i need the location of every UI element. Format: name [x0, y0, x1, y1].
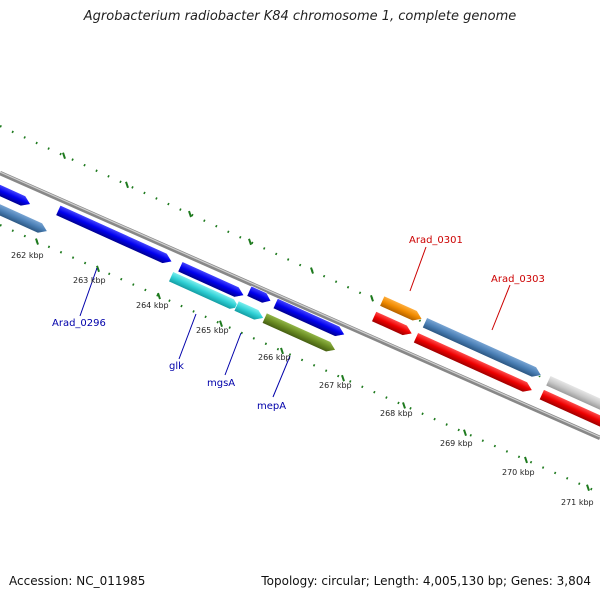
scale-label-262: 262 kbp — [11, 251, 44, 260]
scale-label-264: 264 kbp — [136, 301, 169, 310]
accession-text: Accession: NC_011985 — [9, 574, 146, 588]
gene-label-mepa[interactable]: mepA — [257, 401, 286, 412]
leader-line-arad-0301 — [409, 246, 427, 292]
map-title: Agrobacterium radiobacter K84 chromosome… — [83, 9, 517, 24]
gene-blue-e[interactable] — [272, 297, 347, 339]
gene-blue-a[interactable] — [0, 180, 33, 210]
gene-label-arad-0296[interactable]: Arad_0296 — [52, 318, 106, 329]
leader-line-mgsa — [224, 332, 242, 376]
scale-label-267: 267 kbp — [319, 381, 352, 390]
scale-label-268: 268 kbp — [380, 409, 413, 418]
gene-label-arad-0301[interactable]: Arad_0301 — [409, 235, 463, 246]
major-tick — [586, 484, 590, 491]
major-tick — [125, 181, 129, 189]
major-tick — [463, 429, 467, 437]
leader-line-arad-0303 — [491, 284, 511, 331]
leader-line-mepa — [272, 355, 291, 398]
chromosome-backbone — [0, 170, 600, 441]
scale-label-270: 270 kbp — [502, 468, 535, 477]
gene-red-c[interactable] — [538, 389, 600, 433]
gene-cyan-glk[interactable] — [168, 271, 242, 313]
gene-features — [0, 180, 600, 433]
leader-line-glk — [178, 313, 197, 360]
gene-blue-d[interactable] — [246, 285, 273, 306]
gene-blue-c[interactable] — [177, 261, 246, 301]
gene-steel-a[interactable] — [0, 201, 50, 237]
major-tick — [157, 292, 161, 300]
major-tick — [35, 238, 39, 245]
gene-olive-mepa[interactable] — [261, 312, 338, 355]
scale-label-263: 263 kbp — [73, 276, 106, 285]
gene-label-glk[interactable]: glk — [169, 361, 184, 372]
inner-major-ticks — [35, 238, 590, 491]
gene-label-arad-0303[interactable]: Arad_0303 — [491, 274, 545, 285]
major-tick — [310, 267, 314, 274]
major-tick — [96, 265, 100, 273]
gene-steel-0303[interactable] — [422, 317, 543, 381]
scale-label-271: 271 kbp — [561, 498, 594, 507]
major-tick — [341, 374, 345, 382]
gene-red-a[interactable] — [371, 310, 415, 338]
scale-label-265: 265 kbp — [196, 326, 229, 335]
scale-label-269: 269 kbp — [440, 439, 473, 448]
outer-scale-track — [0, 125, 600, 405]
gene-orange-0301[interactable] — [379, 295, 425, 324]
major-tick — [248, 238, 252, 246]
major-tick — [524, 456, 528, 464]
gene-cyan-mgsa[interactable] — [233, 300, 266, 323]
scale-label-266: 266 kbp — [258, 353, 291, 362]
major-tick — [402, 402, 406, 409]
major-tick — [188, 210, 192, 218]
leader-line-arad-0296 — [79, 267, 98, 317]
gene-red-b[interactable] — [413, 332, 534, 396]
gene-blue-b[interactable] — [55, 204, 174, 266]
gene-gray[interactable] — [545, 375, 600, 415]
genome-summary-text: Topology: circular; Length: 4,005,130 bp… — [261, 574, 591, 588]
gene-label-mgsa[interactable]: mgsA — [207, 378, 235, 389]
major-tick — [370, 295, 374, 302]
major-tick — [280, 347, 284, 355]
chromosome-backbone-shine — [0, 171, 600, 438]
major-tick — [219, 320, 223, 328]
major-tick — [62, 152, 66, 159]
